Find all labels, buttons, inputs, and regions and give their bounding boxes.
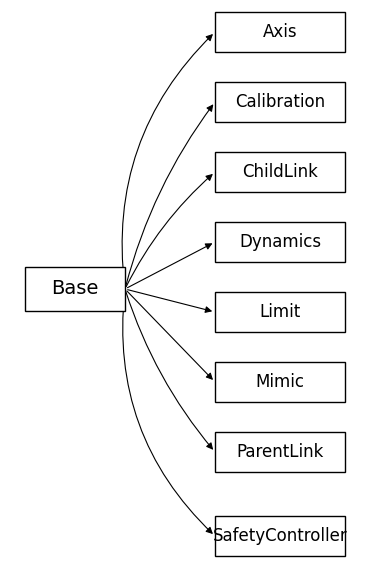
FancyBboxPatch shape: [25, 267, 125, 311]
FancyBboxPatch shape: [215, 152, 345, 192]
FancyBboxPatch shape: [215, 516, 345, 556]
FancyBboxPatch shape: [215, 292, 345, 332]
FancyBboxPatch shape: [215, 12, 345, 52]
Text: SafetyController: SafetyController: [213, 527, 347, 545]
FancyBboxPatch shape: [215, 82, 345, 122]
FancyBboxPatch shape: [215, 432, 345, 472]
Text: ChildLink: ChildLink: [242, 163, 318, 181]
Text: Calibration: Calibration: [235, 93, 325, 111]
Text: Limit: Limit: [259, 303, 300, 321]
Text: Dynamics: Dynamics: [239, 233, 321, 251]
Text: Mimic: Mimic: [256, 373, 305, 391]
Text: Base: Base: [51, 280, 99, 299]
FancyBboxPatch shape: [215, 222, 345, 262]
FancyBboxPatch shape: [215, 362, 345, 402]
Text: Axis: Axis: [263, 23, 297, 41]
Text: ParentLink: ParentLink: [236, 443, 324, 461]
